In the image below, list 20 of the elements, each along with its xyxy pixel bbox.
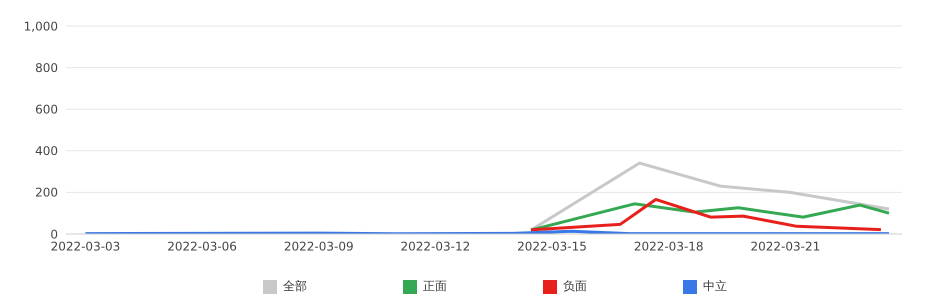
x-tick-label: 2022-03-21 — [750, 240, 820, 254]
line-series — [529, 202, 891, 232]
legend-label: 中立 — [703, 278, 727, 295]
x-tick-label: 2022-03-18 — [634, 240, 704, 254]
y-tick-label: 600 — [35, 102, 58, 116]
y-tick-label: 400 — [35, 144, 58, 158]
y-tick-label: 1,000 — [24, 19, 58, 34]
x-tick-label: 2022-03-12 — [400, 240, 470, 254]
x-tick-label: 2022-03-15 — [517, 240, 587, 254]
x-tick-label: 2022-03-03 — [50, 240, 120, 254]
y-tick-label: 0 — [50, 227, 58, 242]
legend-label: 正面 — [423, 278, 447, 295]
line-series — [529, 198, 882, 232]
legend-label: 负面 — [563, 278, 587, 295]
y-tick-label: 200 — [35, 186, 58, 200]
y-tick-label: 800 — [35, 60, 58, 75]
line-series — [529, 162, 891, 232]
x-tick-label: 2022-03-09 — [284, 240, 354, 254]
x-tick-label: 2022-03-06 — [167, 240, 237, 254]
legend-label: 全部 — [283, 278, 307, 295]
